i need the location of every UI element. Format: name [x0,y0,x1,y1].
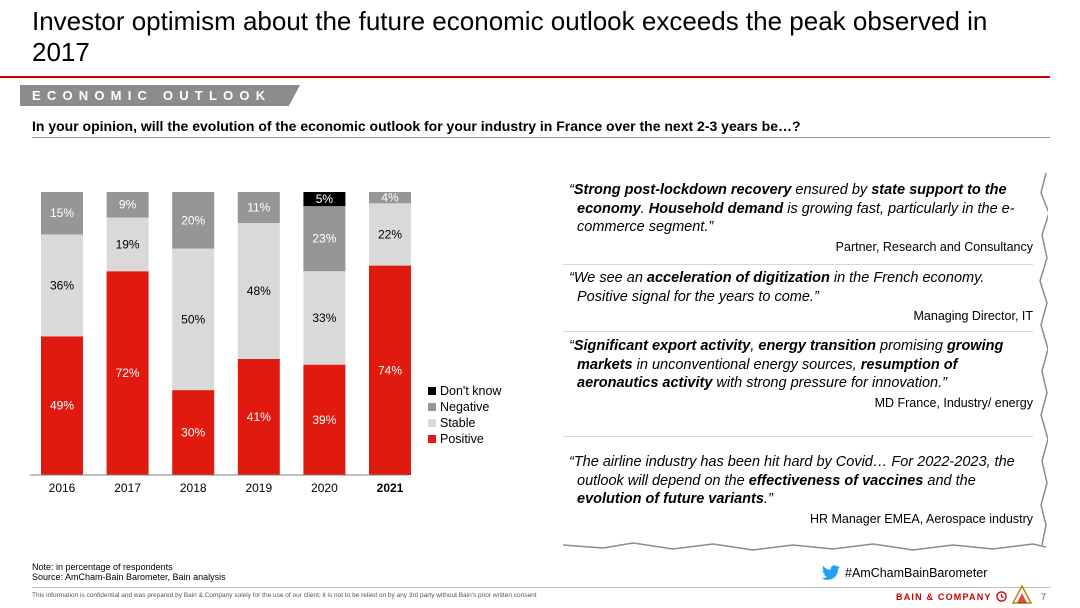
legend-item-stable: Stable [428,415,501,431]
bar-segment-positive-2021 [369,265,411,475]
data-label-stable-2020: 33% [312,311,336,325]
x-tick-label-2016: 2016 [49,481,76,495]
quote-2-text: “We see an acceleration of digitization … [569,270,985,305]
bain-logo: BAIN & COMPANY [896,591,1007,602]
quote-2: “We see an acceleration of digitization … [563,269,1033,323]
x-tick-label-2019: 2019 [245,481,272,495]
data-label-negative-2019: 11% [247,201,270,215]
quote-divider [563,264,1033,265]
bain-clock-icon [995,591,1007,602]
x-axis-labels: 2016 2017 2018 2019 2020 2021 [49,481,404,495]
data-label-positive-2018: 30% [181,426,205,440]
stacked-bar-chart: 49% 36% 15% 72% 19% 9% 30% 50% 20% 41% 48% 11% 39% 33… [30,191,411,495]
confidentiality-disclaimer: This information is confidential and was… [32,592,537,599]
torn-paper-border [563,173,1048,551]
legend-label: Stable [440,416,476,430]
x-tick-label-2020: 2020 [311,481,338,495]
data-label-positive-2017: 72% [116,366,140,380]
data-label-stable-2017: 19% [116,237,140,251]
section-label: ECONOMIC OUTLOOK [32,88,272,103]
bar-segment-negative-2016 [41,192,83,235]
bar-segment-positive-2018 [172,390,215,475]
survey-question: In your opinion, will the evolution of t… [32,118,801,134]
quote-3-text: “Significant export activity, energy tra… [569,338,1004,391]
footer-rule [32,587,1050,588]
quote-4-author: HR Manager EMEA, Aerospace industry [809,511,1033,526]
legend-swatch [428,387,436,395]
data-label-stable-2019: 48% [247,284,271,298]
quote-4: “The airline industry has been hit hard … [563,453,1033,526]
bar-segment-stable-2020 [303,271,346,365]
bars-group: 49% 36% 15% 72% 19% 9% 30% 50% 20% 41% 48% 11% 39% 33… [41,191,411,475]
bar-segment-stable-2017 [106,217,149,272]
bar-segment-negative-2017 [106,192,149,218]
chart-legend: Don't know Negative Stable Positive [428,383,501,447]
legend-label: Don't know [440,384,502,398]
quotes-panel: “Strong post-lockdown recovery ensured b… [563,173,1048,555]
data-label-negative-2021: 4% [381,191,399,205]
section-tab: ECONOMIC OUTLOOK [20,85,300,106]
page-number: 7 [1041,592,1047,602]
legend-label: Positive [440,432,484,446]
twitter-hashtag[interactable]: #AmChamBainBarometer [821,565,987,581]
data-label-stable-2021: 22% [378,227,402,241]
chart-note: Note: in percentage of respondents Sourc… [32,562,226,582]
legend-label: Negative [440,400,490,414]
torn-edge-bottom [563,542,1047,551]
data-label-positive-2019: 41% [247,410,271,424]
bar-segment-positive-2019 [237,358,280,475]
bar-segment-positive-2016 [41,336,83,475]
torn-edge-right [1039,173,1048,546]
hashtag-text: #AmChamBainBarometer [845,566,988,580]
data-label-stable-2016: 36% [50,278,74,292]
quote-1: “Strong post-lockdown recovery ensured b… [563,181,1033,254]
brand-text: BAIN & COMPANY [896,591,992,602]
bar-segment-stable-2019 [237,223,280,359]
data-label-positive-2020: 39% [312,413,336,427]
quote-4-text: “The airline industry has been hit hard … [569,454,1015,507]
data-label-stable-2018: 50% [181,312,205,326]
bar-segment-stable-2018 [172,248,215,391]
legend-swatch [428,435,436,443]
quote-1-text: “Strong post-lockdown recovery ensured b… [569,182,1015,235]
data-label-negative-2018: 20% [181,213,205,227]
legend-item-don-t-know: Don't know [428,383,501,399]
x-tick-label-2017: 2017 [114,481,141,495]
quote-3-author: MD France, Industry/ energy [874,395,1033,410]
bar-segment-negative-2019 [237,192,280,224]
data-label-negative-2020: 23% [312,232,336,246]
bar-segment-stable-2021 [369,203,411,266]
x-tick-label-2018: 2018 [180,481,207,495]
source-text: Source: AmCham-Bain Barometer, Bain anal… [32,572,226,582]
data-label-positive-2021: 74% [378,363,402,377]
quote-divider [563,436,1033,437]
bar-segment-positive-2020 [303,364,346,475]
bar-segment-positive-2017 [106,271,149,475]
amcham-logo-icon [1011,584,1033,604]
data-label-negative-2016: 15% [50,206,74,220]
bar-segment-negative-2020 [303,206,346,272]
quote-2-author: Managing Director, IT [913,309,1034,323]
quote-1-author: Partner, Research and Consultancy [835,239,1033,254]
data-label-don-t-know-2020: 5% [316,192,334,206]
bar-segment-don-t-know-2020 [303,192,346,207]
question-rule [32,137,1050,138]
legend-swatch [428,419,436,427]
legend-item-negative: Negative [428,399,501,415]
x-tick-label-2021: 2021 [377,481,404,495]
page-title: Investor optimism about the future econo… [32,6,988,67]
bar-segment-negative-2018 [172,192,215,249]
quote-divider [563,331,1033,332]
twitter-bird-icon [821,565,840,580]
data-label-positive-2016: 49% [50,399,74,413]
title-rule [0,76,1050,78]
note-text: Note: in percentage of respondents [32,562,173,572]
quote-3: “Significant export activity, energy tra… [563,337,1033,410]
bar-segment-negative-2021 [369,192,411,204]
legend-item-positive: Positive [428,431,501,447]
bar-segment-stable-2016 [41,234,83,337]
legend-swatch [428,403,436,411]
data-label-negative-2017: 9% [119,198,137,212]
